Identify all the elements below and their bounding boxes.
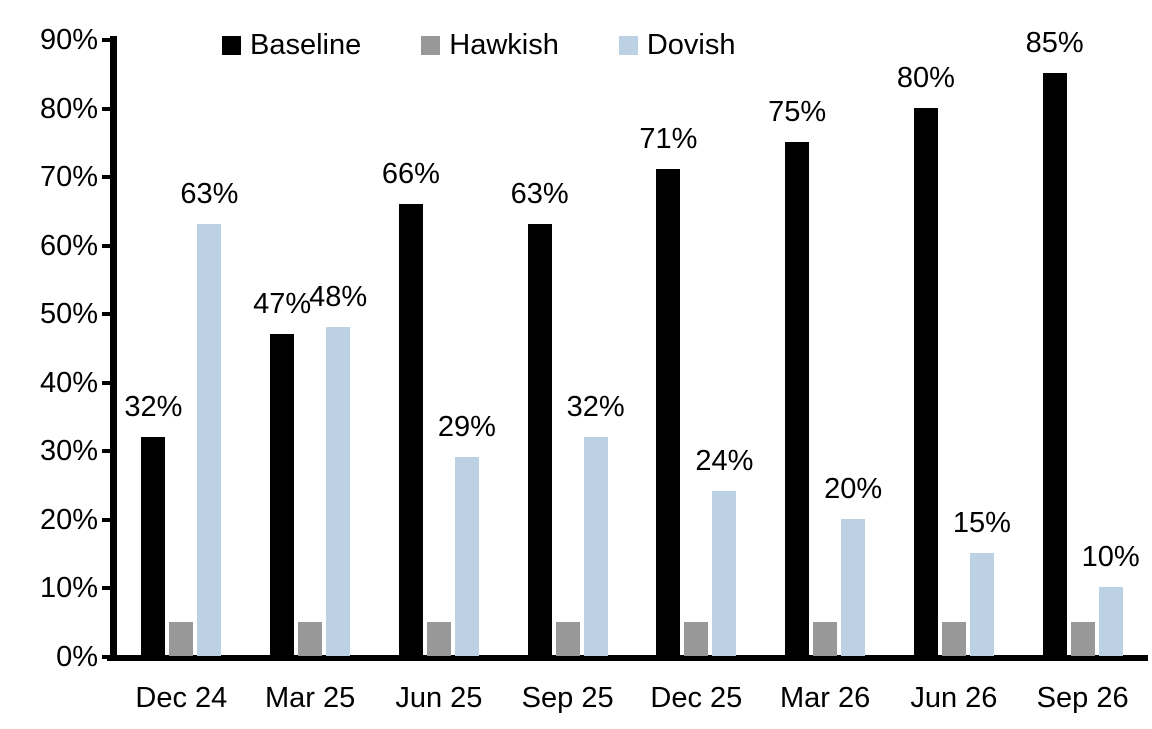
bar-baseline-mar-25 (270, 333, 295, 656)
bar-baseline-jun-26 (913, 107, 938, 656)
x-axis-category-label: Sep 26 (1036, 682, 1129, 714)
bar-value-label: 48% (309, 280, 368, 313)
bar-value-label: 29% (437, 411, 496, 444)
y-axis-tick (102, 380, 117, 385)
bar-hawkish-sep-26 (1070, 621, 1095, 656)
bar-value-label: 47% (253, 287, 312, 320)
bar-value-label: 75% (768, 95, 827, 128)
bar-hawkish-dec-25 (684, 621, 709, 656)
bar-hawkish-mar-26 (813, 621, 838, 656)
bar-value-label: 66% (381, 157, 440, 190)
bar-value-label: 15% (952, 507, 1011, 540)
bar-hawkish-jun-25 (426, 621, 451, 656)
bar-value-label: 24% (695, 445, 754, 478)
y-axis-tick-label: 90% (39, 24, 98, 56)
x-axis-category-label: Dec 25 (650, 682, 743, 714)
bar-value-label: 63% (180, 178, 239, 211)
bar-value-label: 10% (1081, 541, 1140, 574)
bar-value-label: 32% (566, 390, 625, 423)
x-axis-category-label: Dec 24 (135, 682, 228, 714)
legend-item-hawkish: Hawkish (421, 31, 559, 60)
bar-hawkish-sep-25 (555, 621, 580, 656)
x-axis-category-label: Jun 25 (395, 682, 483, 714)
y-axis-tick-label: 0% (56, 641, 98, 673)
bar-value-label: 20% (824, 472, 883, 505)
y-axis-tick (102, 517, 117, 522)
x-axis (107, 655, 1148, 661)
legend-label: Baseline (250, 29, 362, 61)
bar-hawkish-dec-24 (169, 621, 194, 656)
bar-value-label: 63% (510, 178, 569, 211)
y-axis-tick (102, 312, 117, 317)
y-axis-tick (102, 449, 117, 454)
x-axis-category-label: Mar 25 (264, 682, 356, 714)
bar-hawkish-mar-25 (298, 621, 323, 656)
x-axis-category-label: Mar 26 (779, 682, 871, 714)
y-axis-tick-label: 40% (39, 366, 98, 399)
bar-dovish-jun-26 (969, 553, 994, 656)
bar-dovish-jun-25 (454, 457, 479, 656)
y-axis-tick-label: 30% (39, 435, 98, 468)
x-axis-category-label: Sep 25 (521, 682, 614, 714)
y-axis-tick (102, 655, 117, 659)
y-axis-tick (102, 586, 117, 591)
bar-baseline-mar-26 (785, 141, 810, 656)
bar-value-label: 85% (1025, 27, 1084, 60)
bar-baseline-sep-26 (1042, 73, 1067, 656)
bar-baseline-dec-24 (141, 436, 166, 656)
legend-label: Hawkish (449, 29, 559, 61)
y-axis-tick-label: 60% (39, 229, 98, 262)
bar-hawkish-jun-26 (941, 621, 966, 656)
bar-dovish-mar-26 (841, 518, 866, 656)
bar-dovish-sep-25 (583, 436, 608, 656)
x-axis-category-label: Jun 26 (910, 682, 998, 714)
y-axis-tick-label: 50% (39, 298, 98, 331)
y-axis (110, 36, 117, 660)
bar-value-label: 32% (124, 390, 183, 423)
bar-dovish-mar-25 (326, 326, 351, 656)
bar-baseline-jun-25 (398, 203, 423, 656)
y-axis-tick-label: 10% (39, 572, 98, 605)
legend-item-baseline: Baseline (222, 31, 361, 60)
bar-value-label: 80% (896, 61, 955, 94)
y-axis-tick-label: 20% (39, 503, 98, 536)
y-axis-tick-label: 80% (39, 92, 98, 125)
y-axis-tick (102, 175, 117, 180)
bar-baseline-sep-25 (527, 224, 552, 656)
y-axis-tick-label: 70% (39, 161, 98, 194)
legend-swatch-icon (618, 36, 638, 55)
legend-swatch-icon (222, 36, 241, 55)
legend-swatch-icon (421, 36, 441, 55)
y-axis-tick (102, 38, 117, 42)
bar-dovish-dec-25 (712, 491, 737, 656)
bar-baseline-dec-25 (656, 169, 681, 656)
legend-label: Dovish (646, 29, 736, 61)
bar-value-label: 71% (639, 123, 698, 156)
bar-dovish-sep-26 (1098, 587, 1123, 656)
y-axis-tick (102, 106, 117, 111)
y-axis-tick (102, 243, 117, 248)
legend-item-dovish: Dovish (618, 29, 736, 61)
bar-dovish-dec-24 (197, 224, 222, 656)
chart-legend: Baseline Hawkish Dovish (222, 31, 736, 60)
